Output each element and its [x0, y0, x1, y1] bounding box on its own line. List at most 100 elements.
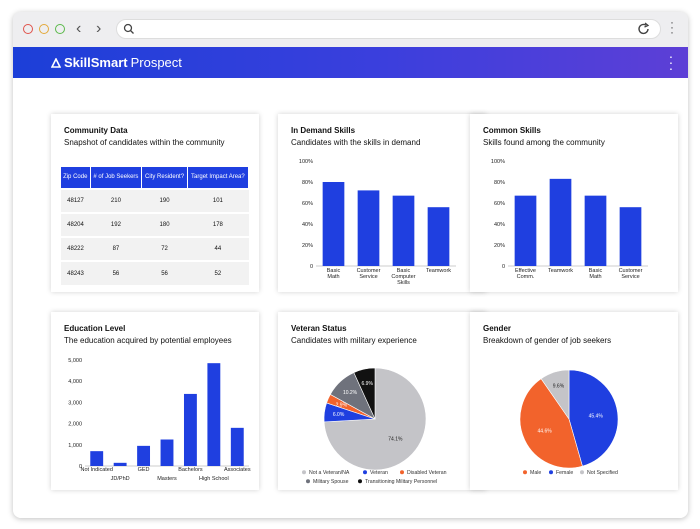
x-tick-label: Effective — [515, 268, 536, 274]
legend-label: Disabled Veteran — [407, 470, 447, 476]
bar — [160, 439, 174, 466]
x-tick-label: Basic — [327, 268, 341, 274]
x-tick-label: Associates — [224, 467, 251, 473]
x-tick-label: Comm. — [517, 274, 535, 280]
common-skills-card: Common Skills Skills found among the com… — [470, 114, 678, 292]
search-icon — [123, 23, 134, 34]
pie-slice — [353, 367, 376, 420]
x-tick-label: GED — [138, 467, 150, 473]
in-demand-skills-card: In Demand Skills Candidates with the ski… — [278, 114, 486, 292]
education-level-chart: 0 1,000 2,000 3,000 4,000 5,000 Not Indicated J… — [68, 358, 251, 482]
y-tick-label: 80% — [302, 180, 313, 186]
x-tick-label: High School — [199, 476, 229, 482]
table-cell: 52 — [187, 260, 249, 285]
back-arrow-icon[interactable]: ‹ — [76, 20, 82, 37]
table-row: 48204 192 180 178 — [61, 212, 249, 237]
y-tick-label: 0 — [502, 264, 505, 270]
table-cell: 72 — [141, 236, 188, 261]
y-tick-label: 5,000 — [68, 358, 82, 364]
pie-slice — [568, 369, 619, 467]
skillsmart-logo-icon — [51, 57, 61, 68]
table-row: 48127 210 190 101 — [61, 188, 249, 213]
x-tick-label: Math — [589, 274, 601, 280]
y-tick-label: 2,000 — [68, 422, 82, 428]
table-cell: 48222 — [61, 236, 90, 261]
legend-marker — [363, 470, 367, 475]
slice-label: 9.6% — [553, 383, 565, 389]
bar — [619, 207, 642, 266]
y-tick-label: 60% — [494, 201, 505, 207]
legend-label: Transitioning Military Personnel — [365, 479, 437, 485]
table-cell: 180 — [141, 212, 188, 237]
legend-label: Veteran — [370, 470, 388, 476]
slice-label: 45.4% — [589, 413, 604, 419]
legend-marker — [306, 479, 310, 484]
x-tick-label: Service — [621, 274, 639, 280]
slice-label: 44.6% — [538, 429, 553, 435]
x-tick-label: Service — [359, 274, 377, 280]
card-subtitle: Candidates with military experience — [291, 336, 417, 345]
card-subtitle: Candidates with the skills in demand — [291, 138, 421, 147]
card-subtitle: Snapshot of candidates within the commun… — [64, 138, 225, 147]
table-cell: 48127 — [61, 188, 90, 213]
x-tick-label: Not Indicated — [81, 467, 113, 473]
community-data-card: Community Data Snapshot of candidates wi… — [51, 114, 259, 292]
y-tick-label: 60% — [302, 201, 313, 207]
app-header: SkillSmart Prospect · · · — [13, 47, 688, 78]
bar — [584, 195, 607, 266]
pie-slice — [519, 378, 583, 469]
legend-marker — [400, 470, 404, 475]
x-tick-label: Math — [327, 274, 339, 280]
dashboard: Community Data Snapshot of candidates wi… — [13, 78, 688, 518]
y-tick-label: 40% — [302, 222, 313, 228]
gender-chart: 45.4% 44.6% 9.6% Male Female Not Specified — [519, 369, 619, 476]
legend-label: Female — [556, 470, 573, 476]
table-cell: 101 — [187, 188, 249, 213]
card-title: Community Data — [64, 126, 128, 135]
table-cell: 87 — [90, 236, 142, 261]
table-cell: 190 — [141, 188, 188, 213]
browser-toolbar: ‹ › · · · — [13, 12, 688, 48]
card-subtitle: The education acquired by potential empl… — [64, 336, 232, 345]
bar — [357, 190, 380, 266]
brand-logo[interactable]: SkillSmart Prospect — [51, 55, 182, 70]
education-level-card: Education Level The education acquired b… — [51, 312, 259, 490]
legend-label: Male — [530, 470, 541, 476]
bar — [113, 462, 127, 466]
y-tick-label: 100% — [299, 159, 313, 165]
x-tick-label: Basic — [589, 268, 603, 274]
slice-label: 6.9% — [362, 381, 374, 387]
y-tick-label: 80% — [494, 180, 505, 186]
x-tick-label: JD/PhD — [111, 476, 130, 482]
browser-window: ‹ › · · · SkillSmart Prospect · · · Communit… — [13, 12, 688, 518]
bar — [549, 178, 572, 266]
app-menu-icon[interactable]: · · · — [668, 48, 674, 76]
table-cell: 192 — [90, 212, 142, 237]
card-title: Common Skills — [483, 126, 541, 135]
table-cell: 56 — [90, 260, 142, 285]
card-title: Education Level — [64, 324, 126, 333]
legend-marker — [523, 470, 527, 475]
maximize-window-icon[interactable] — [55, 24, 65, 34]
browser-menu-icon[interactable]: · · · — [670, 15, 674, 39]
y-tick-label: 1,000 — [68, 443, 82, 449]
gender-card: Gender Breakdown of gender of job seeker… — [470, 312, 678, 490]
x-tick-label: Teamwork — [548, 268, 573, 274]
legend-marker — [302, 470, 306, 475]
bar — [137, 445, 151, 466]
x-tick-label: Skills — [397, 280, 410, 286]
bar — [392, 195, 415, 266]
minimize-window-icon[interactable] — [39, 24, 49, 34]
legend-marker — [358, 479, 362, 484]
reload-icon[interactable] — [637, 22, 651, 36]
slice-label: 2.9% — [336, 402, 348, 408]
veteran-status-card: Veteran Status Candidates with military … — [278, 312, 486, 490]
close-window-icon[interactable] — [23, 24, 33, 34]
bar — [514, 195, 537, 266]
y-tick-label: 3,000 — [68, 400, 82, 406]
bar — [427, 207, 450, 266]
column-header: # of Job Seekers — [90, 167, 143, 189]
address-bar[interactable] — [116, 19, 661, 39]
y-tick-label: 40% — [494, 222, 505, 228]
forward-arrow-icon[interactable]: › — [96, 20, 102, 37]
